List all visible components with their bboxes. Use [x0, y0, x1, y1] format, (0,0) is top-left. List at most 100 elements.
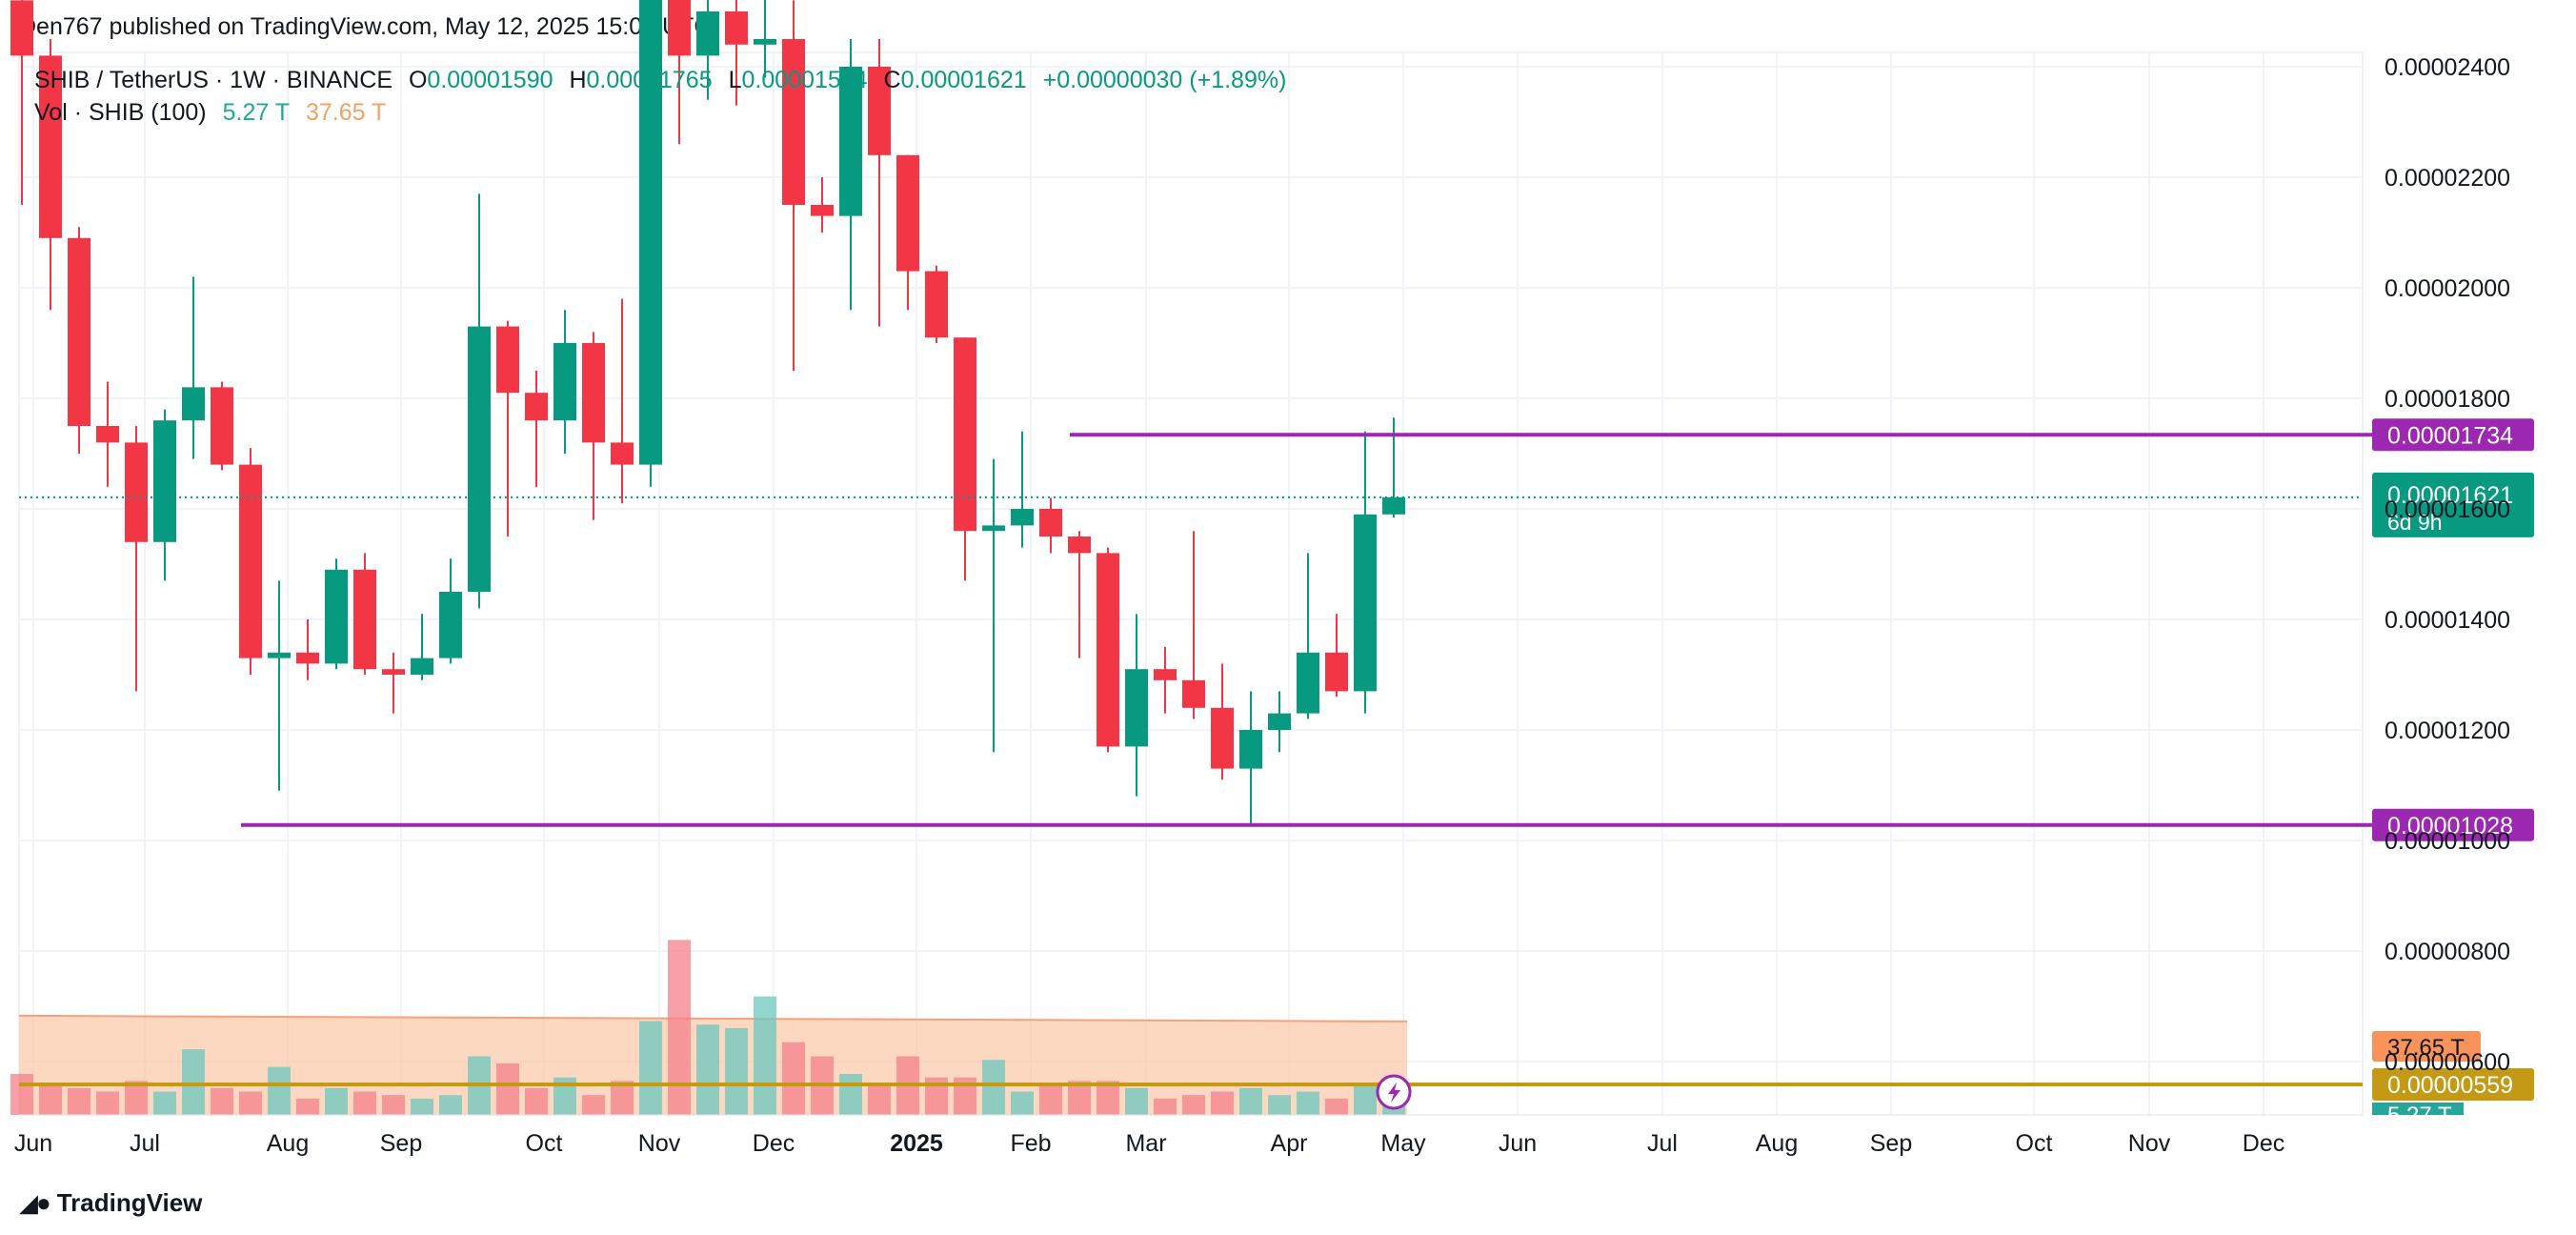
y-tick-label: 0.00000600	[2385, 1049, 2510, 1076]
candle-body	[1068, 537, 1091, 554]
candle-body	[525, 393, 548, 421]
candle-body	[754, 39, 776, 45]
volume-bar	[668, 940, 691, 1115]
candle	[725, 0, 748, 106]
x-tick-label: Sep	[1870, 1130, 1912, 1157]
candle	[782, 0, 805, 371]
volume-bar	[1239, 1087, 1262, 1115]
candle-body	[1325, 652, 1348, 692]
candle-body	[782, 39, 805, 205]
y-tick-label: 0.00000800	[2385, 939, 2510, 965]
current-price-badge	[2372, 472, 2534, 537]
volume-bar	[1211, 1091, 1234, 1115]
axis-layer: 0.00002400 0.00002200 0.00002000 0.00001800…	[14, 54, 2510, 1157]
candle-body	[496, 326, 519, 394]
candle	[268, 580, 291, 791]
volume-bar	[1268, 1095, 1291, 1115]
tradingview-logo[interactable]: ◢● TradingView	[19, 1188, 202, 1218]
legend-vol-ma-value: 37.65 T	[305, 99, 387, 126]
x-tick-label: 2025	[890, 1130, 943, 1157]
volume-bar	[1039, 1084, 1062, 1115]
candle	[239, 448, 262, 675]
legend-low-label: L	[728, 67, 742, 93]
x-tick-label: Jul	[1647, 1130, 1678, 1157]
legend-high-value: 0.00001765	[586, 67, 713, 93]
candle-body	[639, 0, 662, 465]
candle-body	[1268, 713, 1291, 730]
x-tick-label: Aug	[267, 1130, 309, 1157]
candle-body	[1039, 509, 1062, 537]
volume-bar	[611, 1081, 634, 1115]
x-tick-label: Jun	[14, 1130, 52, 1157]
x-tick-label: May	[1380, 1130, 1426, 1157]
candle	[1068, 531, 1091, 658]
candle-body	[668, 0, 691, 56]
volume-bar	[1068, 1081, 1091, 1115]
volume-bar	[125, 1081, 148, 1115]
volume-bar	[982, 1060, 1005, 1115]
legend-change: +0.00000030 (+1.89%)	[1042, 67, 1287, 93]
candle	[1268, 691, 1291, 753]
candle	[496, 320, 519, 537]
candle	[1039, 497, 1062, 554]
volume-bar	[1354, 1084, 1377, 1115]
vol-value-badge	[2372, 1103, 2464, 1115]
candle-body	[982, 525, 1005, 532]
vol-line-badge	[2372, 1068, 2534, 1101]
x-tick-label: Mar	[1125, 1130, 1166, 1157]
candle	[39, 39, 62, 311]
candle-body	[96, 426, 119, 443]
legend-high-label: H	[569, 67, 587, 93]
legend-volume[interactable]: Vol · SHIB (100) 5.27 T 37.65 T	[34, 99, 386, 127]
candle-body	[611, 442, 634, 465]
volume-bar	[211, 1087, 233, 1115]
candle-body	[553, 343, 576, 421]
x-tick-label: Aug	[1756, 1130, 1798, 1157]
volume-bar	[1325, 1098, 1348, 1115]
candle	[325, 558, 348, 670]
vol-value-badge-label: 5.27 T	[2387, 1103, 2452, 1128]
volume-bar	[1297, 1091, 1319, 1115]
volume-bar	[439, 1095, 462, 1115]
candle	[1125, 614, 1148, 797]
candle	[382, 652, 405, 714]
volume-layer	[10, 940, 1408, 1115]
y-tick-label: 0.00002400	[2385, 54, 2510, 81]
volume-bar	[296, 1098, 319, 1115]
y-tick-label: 0.00001400	[2385, 607, 2510, 634]
candle	[1011, 431, 1034, 548]
candle	[1211, 663, 1234, 780]
volume-bar	[411, 1098, 433, 1115]
countdown-label: 6d 9h	[2387, 510, 2443, 535]
candle	[611, 298, 634, 504]
candle-body	[1011, 509, 1034, 526]
candle	[896, 154, 919, 311]
volume-bar	[268, 1066, 291, 1115]
candle-body	[1154, 669, 1177, 680]
candle	[696, 0, 719, 100]
candle-body	[10, 0, 33, 56]
x-tick-label: Oct	[2016, 1130, 2053, 1157]
volume-bar	[182, 1049, 205, 1115]
legend-symbol: SHIB / TetherUS · 1W · BINANCE	[34, 67, 393, 93]
y-tick-label: 0.00001600	[2385, 496, 2510, 523]
candle-body	[239, 464, 262, 658]
candle	[954, 337, 976, 581]
tradingview-brand: TradingView	[56, 1188, 203, 1217]
candle-body	[1239, 730, 1262, 769]
candle	[1382, 417, 1405, 518]
candle-body	[296, 652, 319, 664]
candle-body	[582, 343, 605, 443]
vol-ma-badge	[2372, 1031, 2481, 1062]
candle	[525, 371, 548, 487]
candle-body	[725, 11, 748, 45]
legend-ohlc[interactable]: SHIB / TetherUS · 1W · BINANCE O0.000015…	[34, 67, 1286, 94]
volume-bar	[1125, 1087, 1148, 1115]
x-tick-label: Nov	[638, 1130, 681, 1157]
volume-bar	[382, 1095, 405, 1115]
candle-body	[268, 652, 291, 658]
candle-body	[382, 669, 405, 675]
volume-bar	[153, 1091, 176, 1115]
